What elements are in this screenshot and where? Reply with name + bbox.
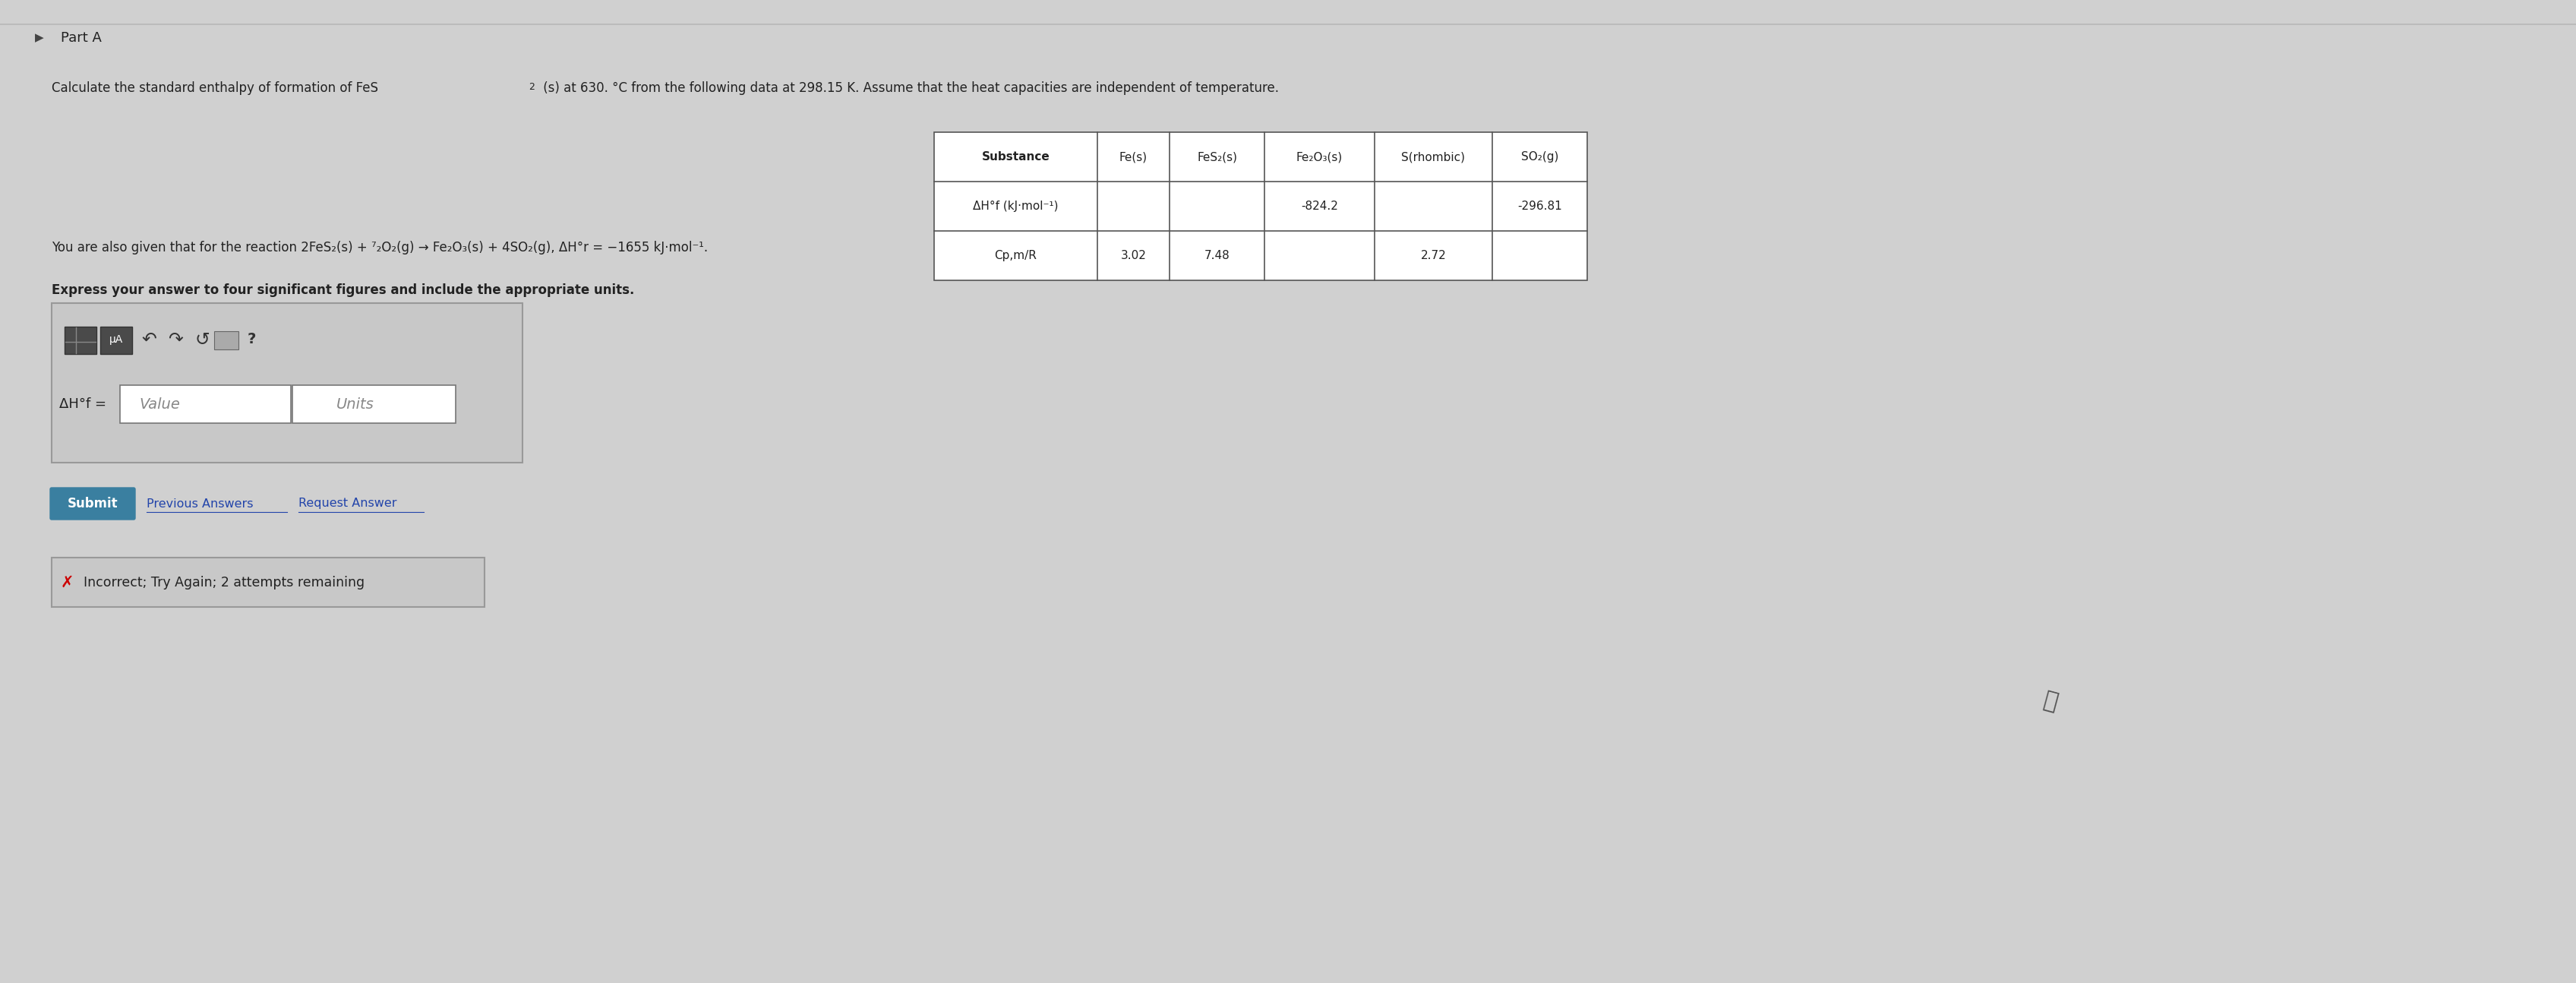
Text: S(rhombic): S(rhombic) [1401,151,1466,162]
Text: Request Answer: Request Answer [299,498,397,509]
Text: -824.2: -824.2 [1301,201,1337,212]
Text: ΔH°f (kJ·mol⁻¹): ΔH°f (kJ·mol⁻¹) [974,201,1059,212]
FancyBboxPatch shape [214,331,240,349]
FancyBboxPatch shape [52,303,523,463]
Text: ⮡: ⮡ [2040,689,2061,715]
Text: Fe₂O₃(s): Fe₂O₃(s) [1296,151,1342,162]
Text: (s) at 630. °C from the following data at 298.15 K. Assume that the heat capacit: (s) at 630. °C from the following data a… [538,82,1278,95]
FancyBboxPatch shape [49,488,134,520]
Bar [935,132,1587,280]
Text: ↶: ↶ [142,330,157,349]
Text: 3.02: 3.02 [1121,250,1146,261]
Bar [121,385,291,423]
Text: You are also given that for the reaction 2FeS₂(s) + ⁷₂O₂(g) → Fe₂O₃(s) + 4SO₂(g): You are also given that for the reaction… [52,241,708,255]
Text: Fe(s): Fe(s) [1121,151,1146,162]
Text: ΔH°f =: ΔH°f = [59,397,106,411]
Text: ↺: ↺ [196,330,209,349]
Text: Incorrect; Try Again; 2 attempts remaining: Incorrect; Try Again; 2 attempts remaini… [82,575,366,589]
Text: -296.81: -296.81 [1517,201,1561,212]
Text: 7.48: 7.48 [1203,250,1229,261]
Text: ?: ? [247,332,255,347]
Text: ✗: ✗ [59,575,75,590]
FancyBboxPatch shape [64,326,95,354]
Text: Submit: Submit [67,496,118,510]
Text: Part A: Part A [62,31,100,45]
Text: 2: 2 [528,82,536,92]
Text: SO₂(g): SO₂(g) [1520,151,1558,162]
Text: ▶: ▶ [36,32,44,43]
Text: µA: µA [108,334,124,345]
Text: ↷: ↷ [167,330,183,349]
Text: Calculate the standard enthalpy of formation of FeS: Calculate the standard enthalpy of forma… [52,82,379,95]
FancyBboxPatch shape [100,326,131,354]
Text: Previous Answers: Previous Answers [147,498,252,509]
Text: Units: Units [337,397,374,411]
Text: Express your answer to four significant figures and include the appropriate unit: Express your answer to four significant … [52,283,634,297]
Text: Value: Value [139,397,180,411]
Text: 2.72: 2.72 [1419,250,1445,261]
Text: Cp,m/R: Cp,m/R [994,250,1038,261]
Bar [294,385,456,423]
Text: Substance: Substance [981,151,1051,162]
Text: FeS₂(s): FeS₂(s) [1198,151,1236,162]
FancyBboxPatch shape [52,557,484,607]
